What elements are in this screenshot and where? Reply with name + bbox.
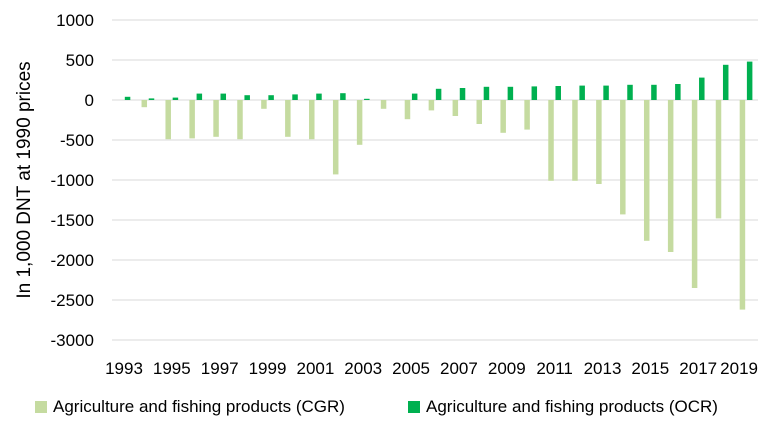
bar-cgr-2009 [500,100,506,133]
bar-cgr-2008 [476,100,482,124]
legend-label-ocr: Agriculture and fishing products (OCR) [426,397,718,416]
bar-ocr-2013 [603,85,609,100]
bar-ocr-2014 [627,84,633,100]
x-tick-label: 1999 [249,359,287,378]
bar-ocr-2008 [483,86,490,100]
bar-ocr-1993 [124,96,131,100]
bar-ocr-1995 [172,97,179,100]
bar-cgr-2015 [643,100,650,241]
x-tick-label: 1997 [201,359,239,378]
bar-cgr-2005 [404,100,411,120]
bar-cgr-2001 [309,100,315,140]
bar-cgr-2006 [428,100,435,111]
legend-swatch-ocr [408,401,420,413]
bar-cgr-1999 [261,100,267,109]
bar-cgr-2017 [691,100,698,288]
legend-label-cgr: Agriculture and fishing products (CGR) [53,397,345,416]
gridlines [112,19,758,341]
bar-cgr-1998 [237,100,243,140]
bar-ocr-2011 [555,86,561,100]
bar-cgr-2018 [715,100,722,219]
bar-cgr-2013 [596,100,602,184]
bar-cgr-2004 [380,100,387,109]
x-tick-label: 2017 [679,359,717,378]
bar-ocr-1999 [268,95,274,100]
bar-ocr-2015 [651,84,657,100]
x-tick-label: 2011 [536,359,573,378]
bar-ocr-1998 [244,95,250,100]
x-tick-label: 2001 [296,359,334,378]
y-tick-label: -1000 [51,171,94,190]
y-tick-label: -2500 [51,291,94,310]
y-tick-labels: 1000 500 0 -500 -1000 -1500 -2000 -2500 -3000 [51,11,94,350]
bar-ocr-2000 [292,94,298,100]
bar-ocr-2005 [411,93,418,100]
y-tick-label: 1000 [56,11,94,30]
x-tick-label: 1993 [105,359,143,378]
legend-swatch-cgr [35,401,47,413]
bar-ocr-1997 [220,93,227,100]
bar-cgr-2019 [739,100,746,310]
bar-cgr-1994 [141,100,148,108]
bar-cgr-2000 [285,100,291,137]
y-tick-label: -3000 [51,331,94,350]
bar-ocr-1994 [148,98,155,100]
legend: Agriculture and fishing products (CGR) Ag… [35,397,718,416]
bar-ocr-2017 [699,77,705,100]
x-tick-labels: 1993 1995 1997 1999 2001 2003 2005 2007 2009 2011… [105,359,758,378]
y-tick-label: -1500 [51,211,94,230]
bar-ocr-2003 [364,98,370,100]
bar-ocr-2019 [746,61,753,100]
x-tick-label: 2015 [631,359,669,378]
x-tick-label: 2003 [344,359,382,378]
bar-cgr-2003 [356,100,363,145]
x-tick-label: 1995 [153,359,191,378]
x-tick-label: 2013 [584,359,622,378]
bar-ocr-2009 [507,86,514,100]
bar-ocr-2007 [459,88,466,100]
bar-ocr-1996 [196,93,203,100]
bar-ocr-2001 [316,93,322,100]
bar-cgr-2012 [572,100,578,181]
y-axis-label: In 1,000 DNT at 1990 prices [14,61,35,298]
bar-cgr-2002 [332,100,339,175]
bar-ocr-2012 [579,85,585,100]
x-tick-label: 2019 [720,359,758,378]
bar-ocr-2018 [722,64,729,100]
bar-cgr-1995 [165,100,171,140]
bar-ocr-2002 [340,93,346,100]
x-tick-label: 2009 [488,359,526,378]
bar-cgr-2007 [452,100,459,116]
y-tick-label: -2000 [51,251,94,270]
y-tick-label: 0 [85,91,94,110]
y-tick-label: -500 [60,131,94,150]
bar-cgr-1997 [213,100,219,137]
bar-cgr-2011 [548,100,554,181]
bar-cgr-2010 [524,100,530,130]
bar-cgr-2016 [667,100,674,252]
bar-cgr-1996 [189,100,195,139]
x-tick-label: 2007 [440,359,478,378]
bars [124,61,753,310]
x-tick-label: 2005 [392,359,430,378]
y-tick-label: 500 [66,51,94,70]
bar-ocr-2010 [531,86,538,100]
bar-cgr-2014 [620,100,626,215]
bar-ocr-2016 [675,84,681,100]
bar-ocr-2006 [435,88,442,100]
